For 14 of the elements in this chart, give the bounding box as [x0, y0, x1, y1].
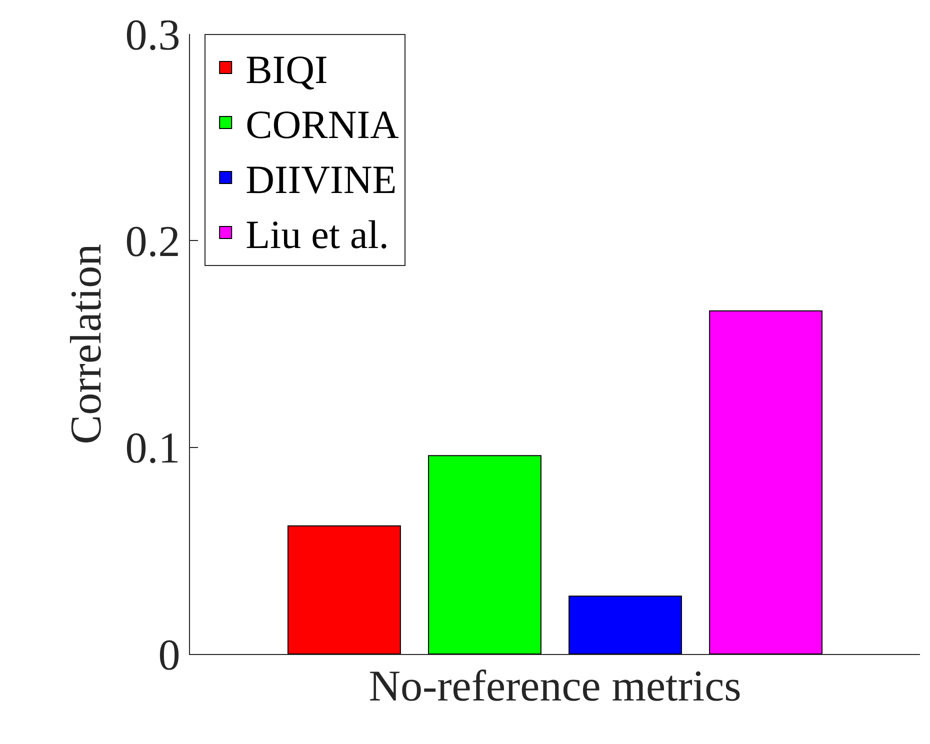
bar: [709, 310, 822, 654]
bar: [288, 525, 401, 654]
legend-label: Liu et al.: [246, 212, 389, 258]
bar: [568, 596, 682, 654]
bar: [428, 455, 542, 654]
legend-label: DIIVINE: [246, 157, 397, 202]
x-axis-title: No-reference metrics: [368, 661, 742, 710]
legend-label: CORNIA: [246, 102, 400, 148]
y-tick-label: 0.2: [125, 217, 180, 266]
y-tick-label: 0.1: [125, 424, 180, 473]
legend-label: BIQI: [246, 47, 328, 92]
y-tick-label: 0.3: [125, 10, 180, 60]
y-tick-label: 0: [158, 630, 180, 680]
y-axis-title: Correlation: [61, 244, 110, 444]
